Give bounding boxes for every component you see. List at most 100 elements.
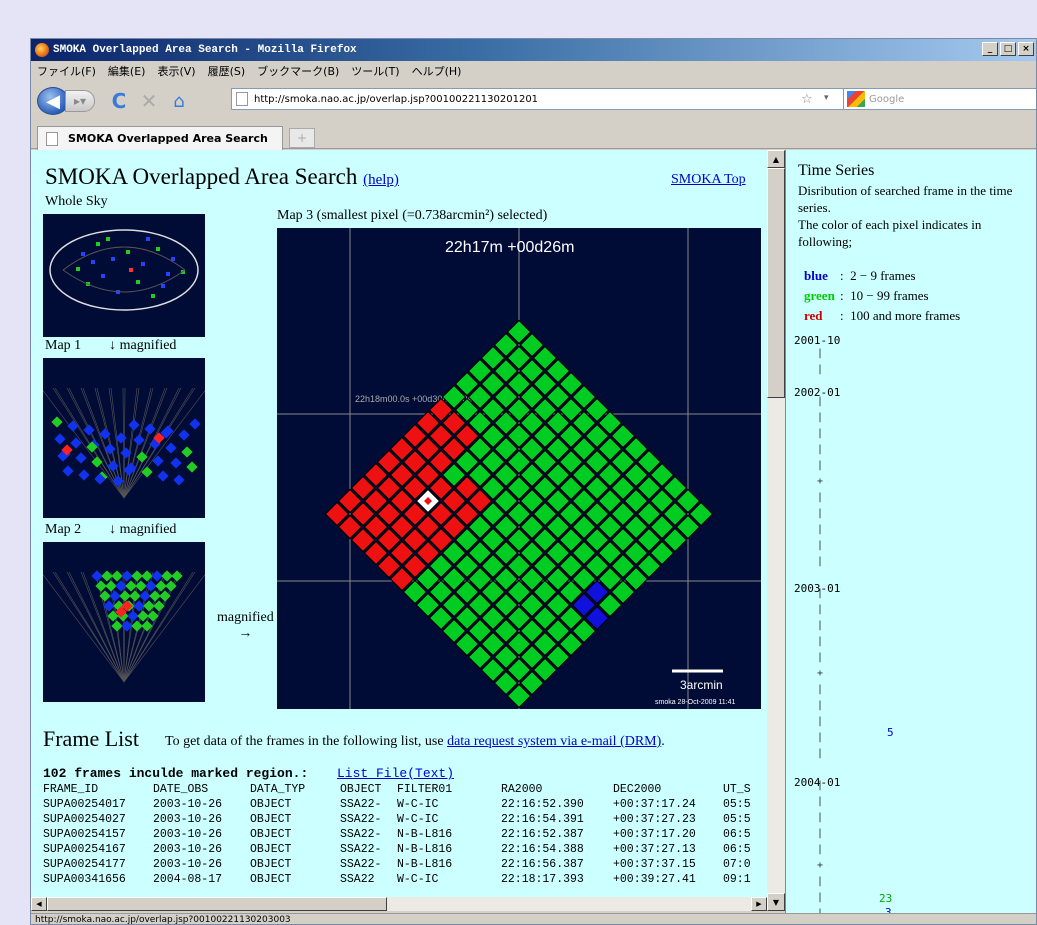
map-cell[interactable]	[610, 501, 636, 527]
map-cell[interactable]	[584, 475, 610, 501]
map-cell[interactable]	[636, 449, 662, 475]
map-cell[interactable]	[493, 358, 519, 384]
map-cell[interactable]	[532, 553, 558, 579]
map-cell[interactable]	[454, 553, 480, 579]
map-cell[interactable]	[519, 332, 545, 358]
map-cell[interactable]	[519, 436, 545, 462]
map-cell[interactable]	[493, 410, 519, 436]
map-cell[interactable]	[415, 566, 441, 592]
map-cell[interactable]	[480, 553, 506, 579]
map-cell[interactable]	[545, 540, 571, 566]
map-cell[interactable]	[584, 579, 610, 605]
map-cell[interactable]	[545, 462, 571, 488]
map-cell[interactable]	[467, 618, 493, 644]
map-cell[interactable]	[389, 436, 415, 462]
map-cell[interactable]	[584, 449, 610, 475]
map-cell[interactable]	[376, 475, 402, 501]
map-cell[interactable]	[493, 384, 519, 410]
map-cell[interactable]	[480, 657, 506, 683]
map-cell[interactable]	[350, 501, 376, 527]
map-cell[interactable]	[571, 566, 597, 592]
map-cell[interactable]	[532, 345, 558, 371]
map-cell[interactable]	[545, 644, 571, 670]
whole-sky-map[interactable]	[43, 214, 205, 337]
map-cell[interactable]	[493, 566, 519, 592]
map-cell[interactable]	[636, 501, 662, 527]
map-cell[interactable]	[441, 488, 467, 514]
map-cell[interactable]	[610, 423, 636, 449]
map-cell[interactable]	[389, 514, 415, 540]
map-cell[interactable]	[415, 436, 441, 462]
map-cell[interactable]	[467, 566, 493, 592]
map-cell[interactable]	[662, 527, 688, 553]
map-cell[interactable]	[545, 566, 571, 592]
map-cell[interactable]	[545, 592, 571, 618]
map-cell[interactable]	[428, 423, 454, 449]
map-cell[interactable]	[597, 410, 623, 436]
map-cell[interactable]	[441, 540, 467, 566]
map-cell[interactable]	[480, 631, 506, 657]
map-cell[interactable]	[493, 644, 519, 670]
map-cell[interactable]	[454, 579, 480, 605]
map-cell[interactable]	[506, 657, 532, 683]
map-cell[interactable]	[571, 618, 597, 644]
map-cell[interactable]	[454, 527, 480, 553]
map-cell[interactable]	[480, 475, 506, 501]
map-cell[interactable]	[519, 358, 545, 384]
map-cell[interactable]	[519, 384, 545, 410]
list-file-link[interactable]: List File(Text)	[337, 766, 455, 781]
map-cell[interactable]	[519, 410, 545, 436]
map-cell[interactable]	[623, 540, 649, 566]
map-cell[interactable]	[402, 449, 428, 475]
map-cell[interactable]	[558, 605, 584, 631]
map-cell[interactable]	[493, 436, 519, 462]
map-cell[interactable]	[350, 527, 376, 553]
map-cell[interactable]	[623, 436, 649, 462]
map-cell[interactable]	[675, 514, 701, 540]
map-cell[interactable]	[454, 605, 480, 631]
back-button[interactable]: ◀	[37, 87, 69, 115]
map-cell[interactable]	[428, 579, 454, 605]
map-cell[interactable]	[610, 475, 636, 501]
map-cell[interactable]	[584, 423, 610, 449]
map-cell[interactable]	[402, 553, 428, 579]
tab-smoka[interactable]: SMOKA Overlapped Area Search	[37, 126, 283, 150]
map-cell[interactable]	[597, 514, 623, 540]
map-cell[interactable]	[493, 592, 519, 618]
map-cell[interactable]	[454, 449, 480, 475]
map-cell[interactable]	[402, 475, 428, 501]
map-cell[interactable]	[389, 488, 415, 514]
forward-button[interactable]: ▸▾	[65, 90, 95, 112]
map-cell[interactable]	[376, 501, 402, 527]
map-cell[interactable]	[428, 397, 454, 423]
map-cell[interactable]	[506, 631, 532, 657]
map-cell[interactable]	[532, 527, 558, 553]
map-cell[interactable]	[545, 384, 571, 410]
map-cell[interactable]	[441, 410, 467, 436]
maximize-button[interactable]: □	[1000, 42, 1016, 56]
map-cell[interactable]	[584, 527, 610, 553]
map-cell[interactable]	[441, 592, 467, 618]
map-cell[interactable]	[415, 410, 441, 436]
map-cell[interactable]	[532, 605, 558, 631]
map-cell[interactable]	[415, 462, 441, 488]
map1[interactable]	[43, 358, 205, 518]
map-cell[interactable]	[688, 501, 714, 527]
map-cell[interactable]	[532, 397, 558, 423]
map-cell[interactable]	[480, 345, 506, 371]
map-cell[interactable]	[662, 501, 688, 527]
map-cell[interactable]	[649, 488, 675, 514]
map-cell[interactable]	[467, 488, 493, 514]
map-cell[interactable]	[454, 397, 480, 423]
map-cell[interactable]	[623, 514, 649, 540]
map-cell[interactable]	[428, 605, 454, 631]
map3[interactable]: 22h17m +00d26m 22h18m00.0s +00d30m00.0s …	[277, 228, 761, 709]
map-cell[interactable]	[441, 436, 467, 462]
map-cell[interactable]	[467, 540, 493, 566]
map-cell[interactable]	[545, 488, 571, 514]
map-cell[interactable]	[467, 592, 493, 618]
menu-bookmarks[interactable]: ブックマーク(B)	[257, 65, 340, 78]
map-cell[interactable]	[493, 488, 519, 514]
map-cell[interactable]	[532, 371, 558, 397]
map-cell[interactable]	[636, 527, 662, 553]
